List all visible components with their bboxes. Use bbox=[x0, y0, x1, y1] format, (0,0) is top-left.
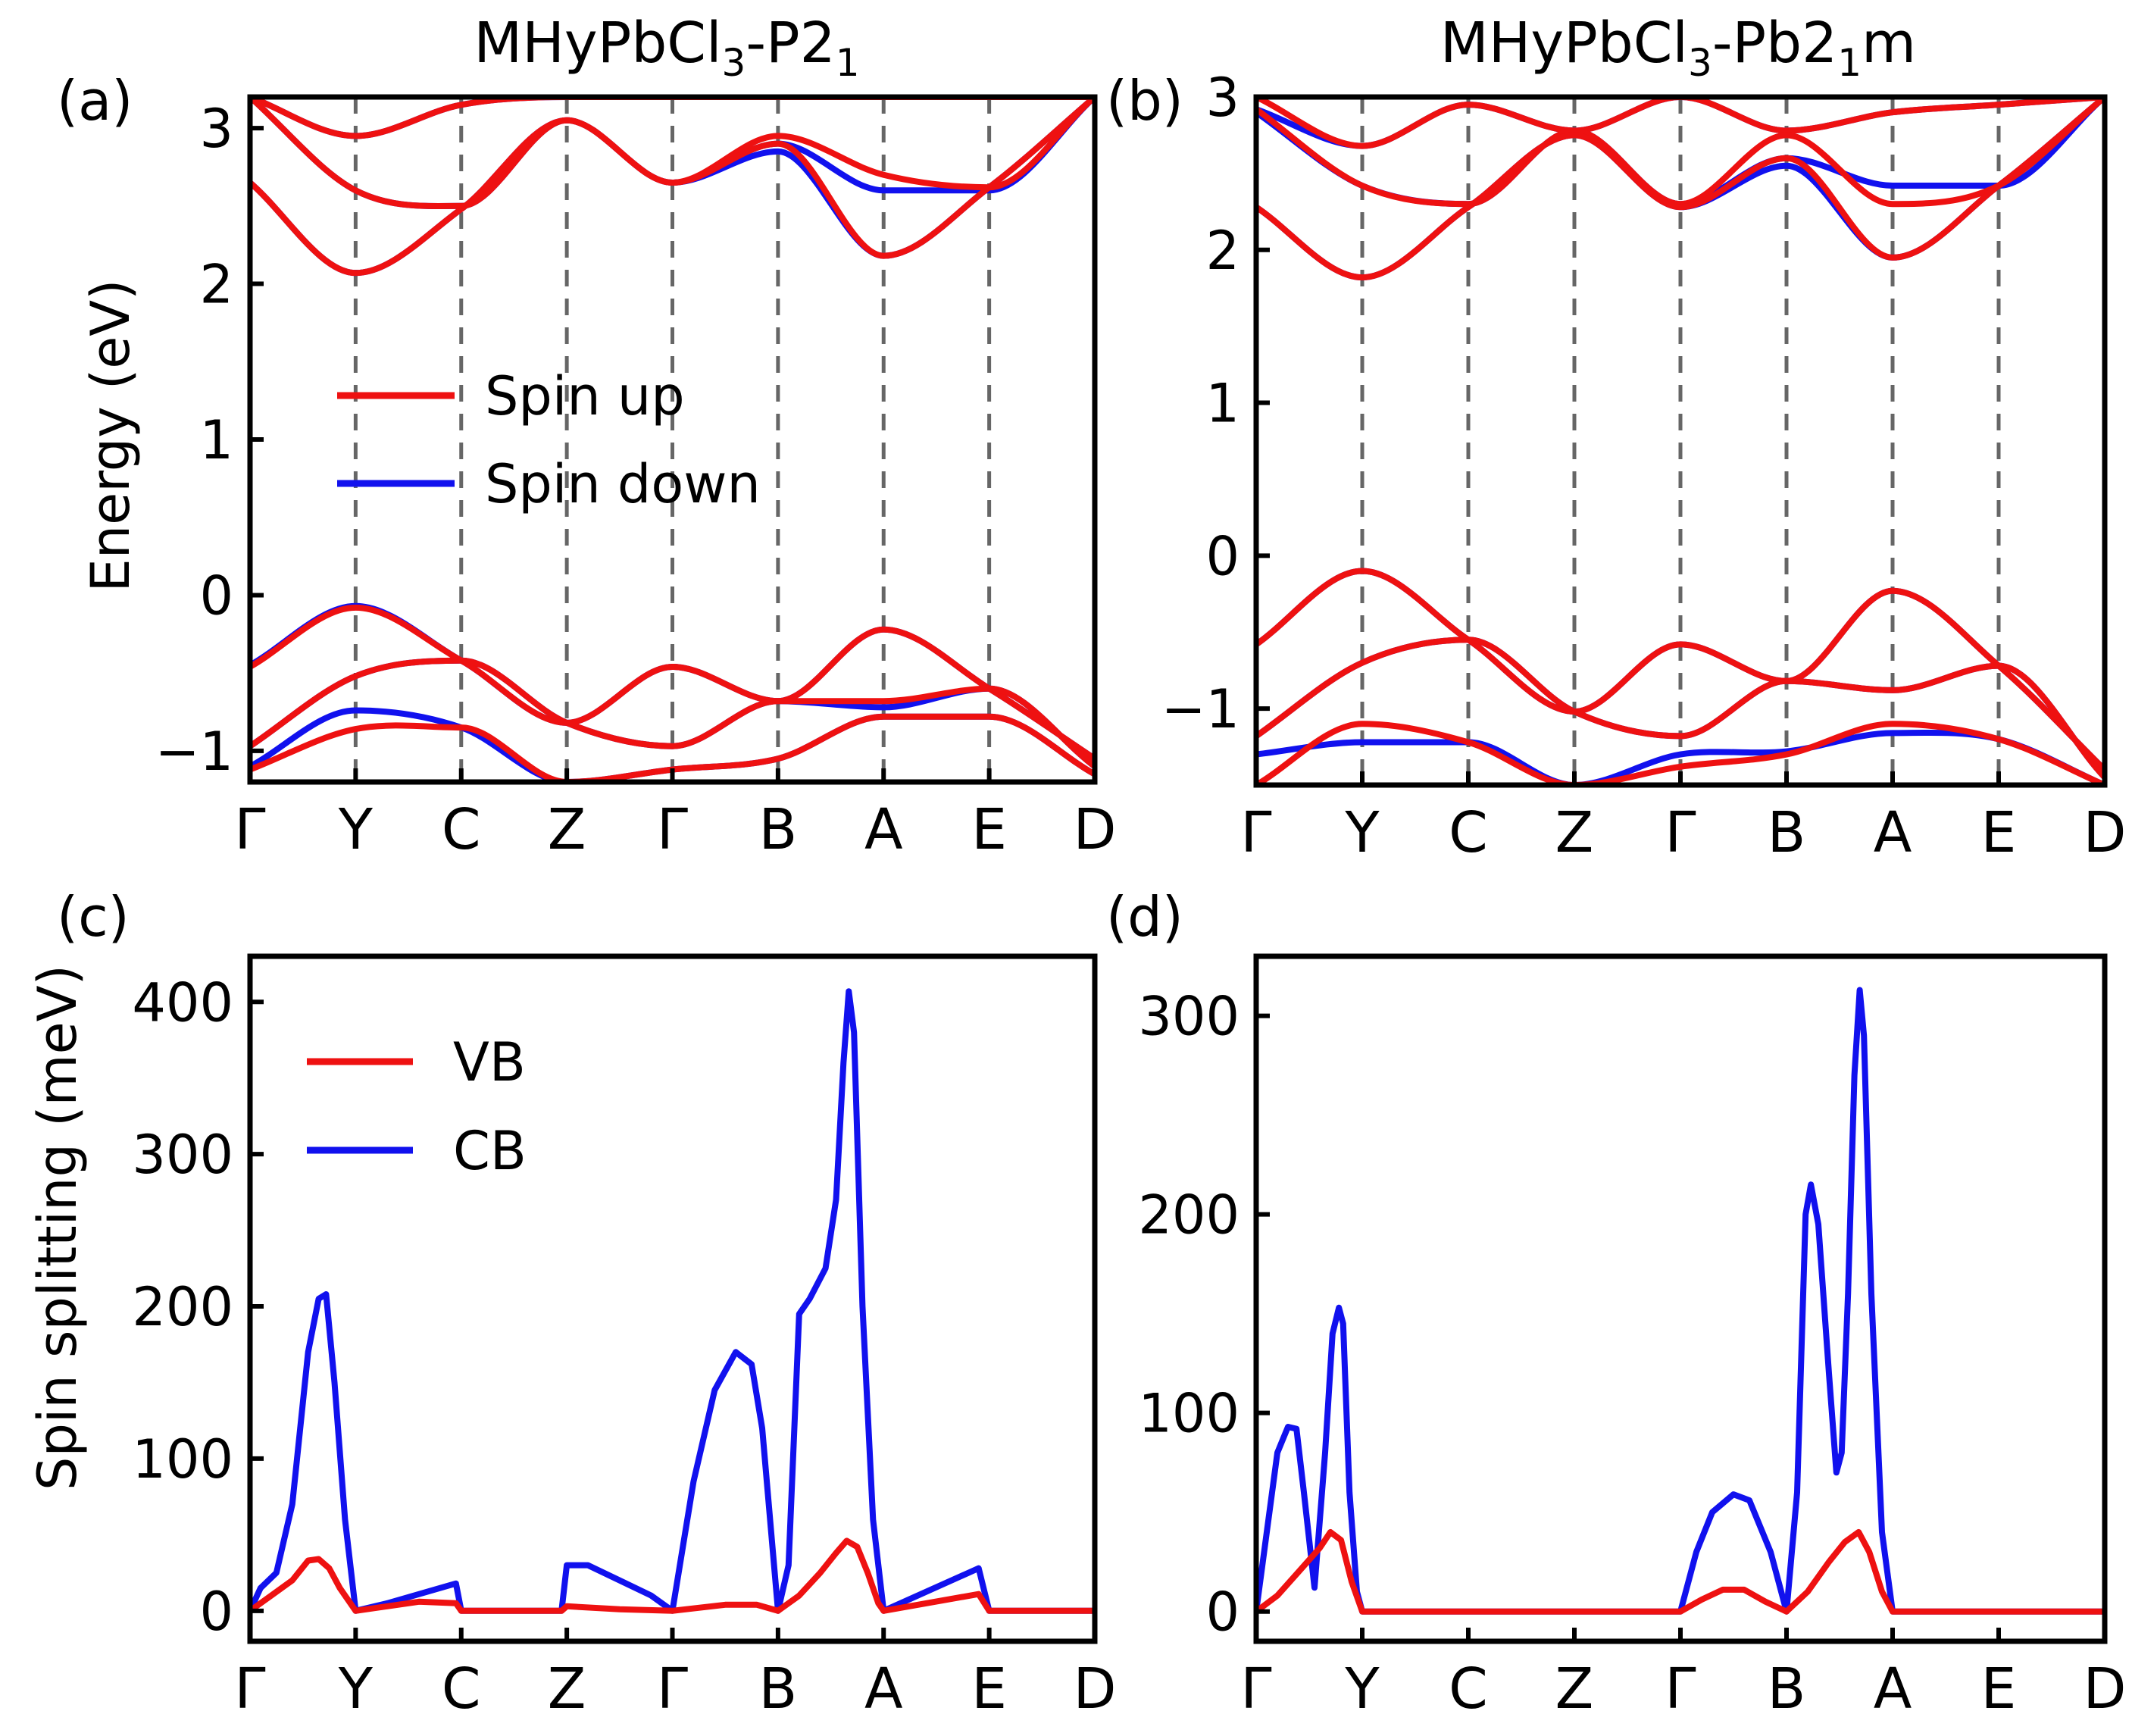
ytick-label: 200 bbox=[1138, 1184, 1239, 1246]
series-vb-1 bbox=[250, 1537, 1095, 1614]
kpoint-label: C bbox=[1449, 800, 1488, 865]
panel-a-band-structure: −1 0 1 2 3 Γ Y C Z Γ B A E D bbox=[155, 94, 1117, 862]
kpoint-label: D bbox=[2084, 1656, 2127, 1722]
ytick-label: 0 bbox=[199, 1581, 233, 1643]
kpoint-label: E bbox=[971, 1656, 1007, 1722]
kpoint-label: C bbox=[1449, 1656, 1488, 1722]
kpoint-label: D bbox=[2084, 800, 2127, 865]
panel-d-label: (d) bbox=[1106, 885, 1183, 949]
ytick-label: 0 bbox=[199, 565, 233, 627]
kpoint-label: Γ bbox=[1240, 800, 1271, 865]
legend-a: Spin up Spin down bbox=[337, 365, 761, 515]
ytick-label: 3 bbox=[199, 98, 233, 160]
panel-b-band-structure: −1 0 1 2 3 Γ Y C Z Γ B A E D bbox=[1161, 67, 2127, 865]
kpoint-label: A bbox=[864, 797, 903, 862]
kpoint-label: C bbox=[442, 1656, 481, 1722]
kpoint-label: C bbox=[442, 797, 481, 862]
kpoint-label: A bbox=[1874, 1656, 1912, 1722]
panel-c-ylabel: Spin splitting (meV) bbox=[27, 965, 89, 1490]
ytick-label: 0 bbox=[1205, 525, 1239, 587]
legend-label-spin-up: Spin up bbox=[485, 365, 685, 427]
ytick-label: 3 bbox=[1205, 67, 1239, 129]
kpoint-label: D bbox=[1074, 797, 1117, 862]
panel-c-spin-splitting: 0 100 200 300 400 Γ Y C Z Γ B A E D bbox=[132, 953, 1117, 1722]
kpoint-label: Y bbox=[338, 797, 374, 862]
kpoint-label: D bbox=[1074, 1656, 1117, 1722]
series-cb-0 bbox=[1256, 987, 2105, 1615]
kpoint-label: Z bbox=[1555, 1656, 1594, 1722]
plot-frame bbox=[1253, 953, 2108, 1644]
ytick-label: 0 bbox=[1205, 1581, 1239, 1644]
series-up-8 bbox=[1256, 97, 2105, 281]
ytick-label: −1 bbox=[155, 721, 233, 783]
ytick-label: 300 bbox=[1138, 986, 1239, 1048]
panel-b-title: MHyPbCl3-Pb21m bbox=[1440, 11, 1916, 85]
series-cb-0 bbox=[250, 988, 1095, 1614]
series-up-10 bbox=[250, 657, 1095, 770]
legend-label-vb: VB bbox=[453, 1031, 526, 1093]
series-up-8 bbox=[250, 97, 1095, 277]
kpoint-label: B bbox=[758, 797, 797, 862]
kpoint-label: E bbox=[1981, 800, 2017, 865]
kpoint-label: Γ bbox=[234, 797, 265, 862]
series-up-7 bbox=[1256, 97, 2105, 208]
legend-c: VB CB bbox=[307, 1031, 527, 1182]
kpoint-label: Γ bbox=[234, 1656, 265, 1722]
ytick-label: 100 bbox=[132, 1428, 233, 1490]
kpoint-label: Γ bbox=[657, 1656, 688, 1722]
kpoint-label: Γ bbox=[1665, 1656, 1696, 1722]
ytick-label: 2 bbox=[199, 254, 233, 316]
kpoint-label: A bbox=[864, 1656, 903, 1722]
kpoint-label: Y bbox=[1344, 1656, 1380, 1722]
series-up-9 bbox=[250, 604, 1095, 762]
ytick-label: 400 bbox=[132, 971, 233, 1034]
ytick-label: 1 bbox=[199, 409, 233, 471]
panel-b-label: (b) bbox=[1106, 69, 1183, 133]
panel-a-title: MHyPbCl3-P21 bbox=[474, 11, 859, 85]
kpoint-label: B bbox=[1768, 1656, 1806, 1722]
ytick-label: 1 bbox=[1205, 373, 1239, 435]
kpoint-label: Y bbox=[338, 1656, 374, 1722]
kpoint-label: Y bbox=[1344, 800, 1380, 865]
ytick-label: −1 bbox=[1161, 678, 1239, 740]
series-vb-1 bbox=[1256, 1528, 2105, 1615]
kpoint-label: B bbox=[1768, 800, 1806, 865]
series-up-9 bbox=[1256, 568, 2105, 773]
ytick-label: 2 bbox=[1205, 220, 1239, 282]
panel-a-ylabel: Energy (eV) bbox=[80, 280, 142, 593]
kpoint-label: Γ bbox=[1240, 1656, 1271, 1722]
kpoint-label: A bbox=[1874, 800, 1912, 865]
legend-label-spin-down: Spin down bbox=[485, 453, 761, 515]
kpoint-label: Z bbox=[548, 1656, 586, 1722]
ytick-label: 100 bbox=[1138, 1383, 1239, 1445]
panel-c-label: (c) bbox=[57, 885, 130, 949]
series-up-11 bbox=[1256, 721, 2105, 785]
kpoint-label: Z bbox=[548, 797, 586, 862]
kpoint-label: E bbox=[1981, 1656, 2017, 1722]
kpoint-label: Γ bbox=[1665, 800, 1696, 865]
ytick-label: 300 bbox=[132, 1124, 233, 1186]
kpoint-label: Γ bbox=[657, 797, 688, 862]
kpoint-label: E bbox=[971, 797, 1007, 862]
panel-a-label: (a) bbox=[57, 69, 133, 133]
legend-label-cb: CB bbox=[453, 1120, 527, 1182]
kpoint-label: B bbox=[758, 1656, 797, 1722]
kpoint-label: Z bbox=[1555, 800, 1594, 865]
ytick-label: 200 bbox=[132, 1276, 233, 1338]
panel-d-spin-splitting: 0 100 200 300 Γ Y C Z Γ B A E D bbox=[1138, 953, 2127, 1722]
series-up-6 bbox=[250, 97, 1095, 139]
series-up-10 bbox=[1256, 637, 2105, 780]
